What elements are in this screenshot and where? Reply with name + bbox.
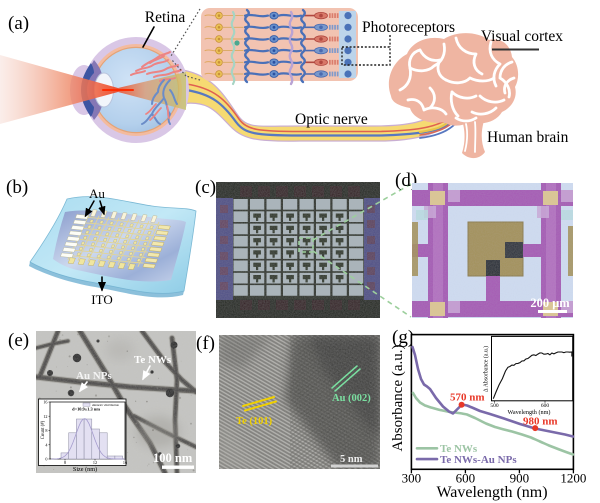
svg-text:Retina: Retina [145, 9, 186, 26]
svg-text:300: 300 [402, 471, 422, 486]
svg-text:(b): (b) [6, 177, 28, 198]
svg-text:12: 12 [43, 414, 47, 419]
svg-text:8: 8 [64, 460, 66, 465]
svg-text:570 nm: 570 nm [450, 392, 485, 404]
svg-text:Visual cortex: Visual cortex [481, 28, 563, 45]
svg-text:(e): (e) [8, 330, 29, 351]
svg-text:Δ Absorbance (a.u.): Δ Absorbance (a.u.) [483, 346, 490, 392]
svg-text:500: 500 [490, 403, 499, 409]
svg-text:980 nm: 980 nm [523, 416, 558, 428]
svg-text:1200: 1200 [560, 471, 586, 486]
svg-text:Photoreceptors: Photoreceptors [362, 19, 455, 36]
svg-text:Te NWs: Te NWs [134, 354, 172, 366]
svg-text:Au NPs: Au NPs [76, 370, 112, 382]
svg-text:Optic nerve: Optic nerve [295, 111, 368, 128]
svg-text:5 nm: 5 nm [340, 454, 363, 465]
svg-text:Au: Au [89, 186, 105, 201]
svg-text:Te NWs-Au NPs: Te NWs-Au NPs [440, 454, 517, 466]
svg-text:0: 0 [45, 457, 47, 462]
svg-text:(c): (c) [195, 177, 216, 198]
svg-text:(a): (a) [8, 13, 29, 34]
svg-text:(f): (f) [196, 333, 215, 354]
svg-text:Wavelength (nm): Wavelength (nm) [508, 409, 551, 416]
svg-text:diameter distribution: diameter distribution [92, 403, 119, 407]
svg-text:Te (101): Te (101) [236, 416, 273, 427]
svg-text:Te NWs: Te NWs [440, 443, 478, 455]
svg-text:12: 12 [93, 460, 97, 465]
svg-text:Wavelength (nm): Wavelength (nm) [436, 484, 547, 501]
svg-text:Count (#): Count (#) [41, 420, 46, 439]
svg-text:16: 16 [123, 460, 127, 465]
svg-text:600: 600 [541, 403, 550, 409]
svg-text:200 μm: 200 μm [530, 296, 570, 310]
svg-text:900: 900 [510, 471, 530, 486]
svg-text:600: 600 [456, 471, 476, 486]
svg-text:ITO: ITO [91, 292, 112, 307]
svg-text:Absorbance (a.u.): Absorbance (a.u.) [390, 344, 406, 451]
svg-text:(d): (d) [395, 170, 417, 191]
svg-text:8: 8 [45, 428, 47, 433]
svg-text:Au (002): Au (002) [332, 393, 371, 404]
svg-text:16: 16 [43, 400, 47, 405]
svg-text:4: 4 [45, 442, 48, 447]
svg-text:Size (nm): Size (nm) [73, 466, 97, 473]
svg-text:Human brain: Human brain [487, 129, 569, 146]
svg-text:(g): (g) [392, 327, 414, 348]
svg-text:100 nm: 100 nm [153, 451, 193, 465]
svg-text:d=10.9±1.3 nm: d=10.9±1.3 nm [72, 407, 100, 412]
